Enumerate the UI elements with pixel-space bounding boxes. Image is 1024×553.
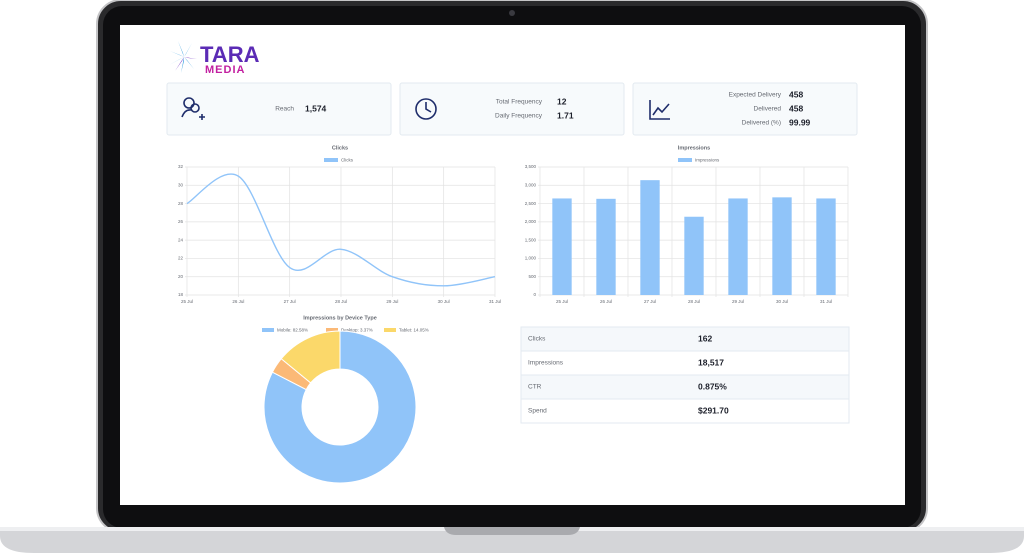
x-tick-label: 30 Jul: [438, 299, 450, 304]
bar: [552, 198, 572, 295]
table-row: [520, 398, 850, 424]
x-tick-label: 31 Jul: [489, 299, 501, 304]
card-value: 458: [789, 89, 803, 99]
card-label: Total Frequency: [496, 99, 543, 106]
summary-table: Clicks 162 Impressions 18,517 CTR 0.875% Spend…: [520, 326, 850, 424]
x-tick-label: 27 Jul: [644, 299, 656, 304]
table-row: [520, 326, 850, 352]
clock-icon: [415, 98, 437, 120]
x-tick-label: 27 Jul: [284, 299, 296, 304]
bar: [772, 197, 792, 295]
card-value: 12: [557, 96, 567, 106]
table-label: CTR: [528, 384, 542, 391]
x-tick-label: 28 Jul: [335, 299, 347, 304]
legend-label: Desktop: 3.37%: [341, 328, 373, 333]
y-tick-label: 18: [178, 292, 184, 297]
y-tick-label: 0: [533, 292, 536, 297]
donut-segment: [263, 330, 417, 484]
legend-swatch: [384, 328, 396, 332]
card-value: 1.71: [557, 110, 574, 120]
y-tick-label: 24: [178, 237, 184, 242]
card: [632, 82, 858, 136]
legend-swatch: [326, 328, 338, 332]
legend-label: Mobile: 82.58%: [277, 328, 308, 333]
table-row: [520, 350, 850, 376]
card-value: 99.99: [789, 117, 811, 127]
trend-icon: [649, 100, 670, 120]
y-tick-label: 3,500: [525, 164, 537, 169]
card-icons: [181, 97, 670, 120]
card-value: 458: [789, 103, 803, 113]
table-label: Impressions: [528, 360, 564, 367]
bar: [596, 198, 616, 295]
y-tick-label: 28: [178, 201, 184, 206]
line-series: [186, 173, 496, 287]
y-tick-label: 2,500: [525, 201, 537, 206]
logo: TARA MEDIA: [169, 41, 260, 76]
card-label: Expected Delivery: [729, 92, 782, 99]
bar: [728, 198, 748, 295]
base-notch: [444, 527, 580, 535]
y-tick-label: 1,000: [525, 256, 537, 261]
chart-title: Clicks: [332, 145, 348, 151]
logo-bottom: MEDIA: [205, 64, 245, 76]
legend-swatch: [324, 158, 338, 162]
y-tick-label: 1,500: [525, 237, 537, 242]
card-label: Reach: [275, 106, 294, 113]
table-label: Clicks: [528, 336, 546, 343]
x-tick-label: 30 Jul: [776, 299, 788, 304]
x-tick-label: 28 Jul: [688, 299, 700, 304]
y-tick-label: 22: [178, 256, 184, 261]
bar: [684, 216, 704, 295]
legend-swatch: [678, 158, 692, 162]
card-texts: Reach 1,574 Total Frequency 12 Daily Frequen…: [275, 89, 810, 127]
bar: [816, 198, 836, 295]
y-tick-label: 30: [178, 182, 184, 187]
legend-label: Impressions: [695, 158, 720, 163]
legend-label: Clicks: [341, 158, 354, 163]
x-tick-label: 25 Jul: [556, 299, 568, 304]
x-tick-label: 31 Jul: [820, 299, 832, 304]
bar: [640, 180, 660, 295]
table-label: Spend: [528, 408, 547, 415]
y-tick-label: 3,000: [525, 182, 537, 187]
card: [399, 82, 625, 136]
table-value: 18,517: [698, 357, 724, 367]
legend-swatch: [262, 328, 274, 332]
x-tick-label: 29 Jul: [386, 299, 398, 304]
logo-top: TARA: [200, 42, 260, 67]
x-tick-label: 26 Jul: [600, 299, 612, 304]
y-tick-label: 2,000: [525, 219, 537, 224]
y-tick-label: 32: [178, 164, 184, 169]
chart-title: Impressions by Device Type: [303, 315, 377, 321]
table-row: [520, 374, 850, 400]
card-label: Delivered (%): [742, 120, 781, 127]
card-value: 1,574: [305, 103, 327, 113]
card: [166, 82, 392, 136]
x-tick-label: 25 Jul: [181, 299, 193, 304]
table-value: 0.875%: [698, 381, 727, 391]
chart-title: Impressions: [678, 145, 710, 151]
x-tick-label: 26 Jul: [232, 299, 244, 304]
card-label: Delivered: [754, 106, 782, 113]
legend-label: Tablet: 14.05%: [399, 328, 429, 333]
donut-segment: [280, 330, 341, 384]
reach-icon: [181, 97, 205, 120]
table-value: 162: [698, 333, 712, 343]
laptop-base: [0, 527, 1024, 553]
table-value: $291.70: [698, 405, 729, 415]
y-tick-label: 26: [178, 219, 184, 224]
x-tick-label: 29 Jul: [732, 299, 744, 304]
card-label: Daily Frequency: [495, 113, 543, 120]
charts: Clicks Clicks 18 20 22 24 26 28 30 32 25 Jul 26 Jul…: [178, 145, 849, 484]
y-tick-label: 20: [178, 274, 184, 279]
camera: [509, 10, 515, 16]
y-tick-label: 500: [528, 274, 536, 279]
